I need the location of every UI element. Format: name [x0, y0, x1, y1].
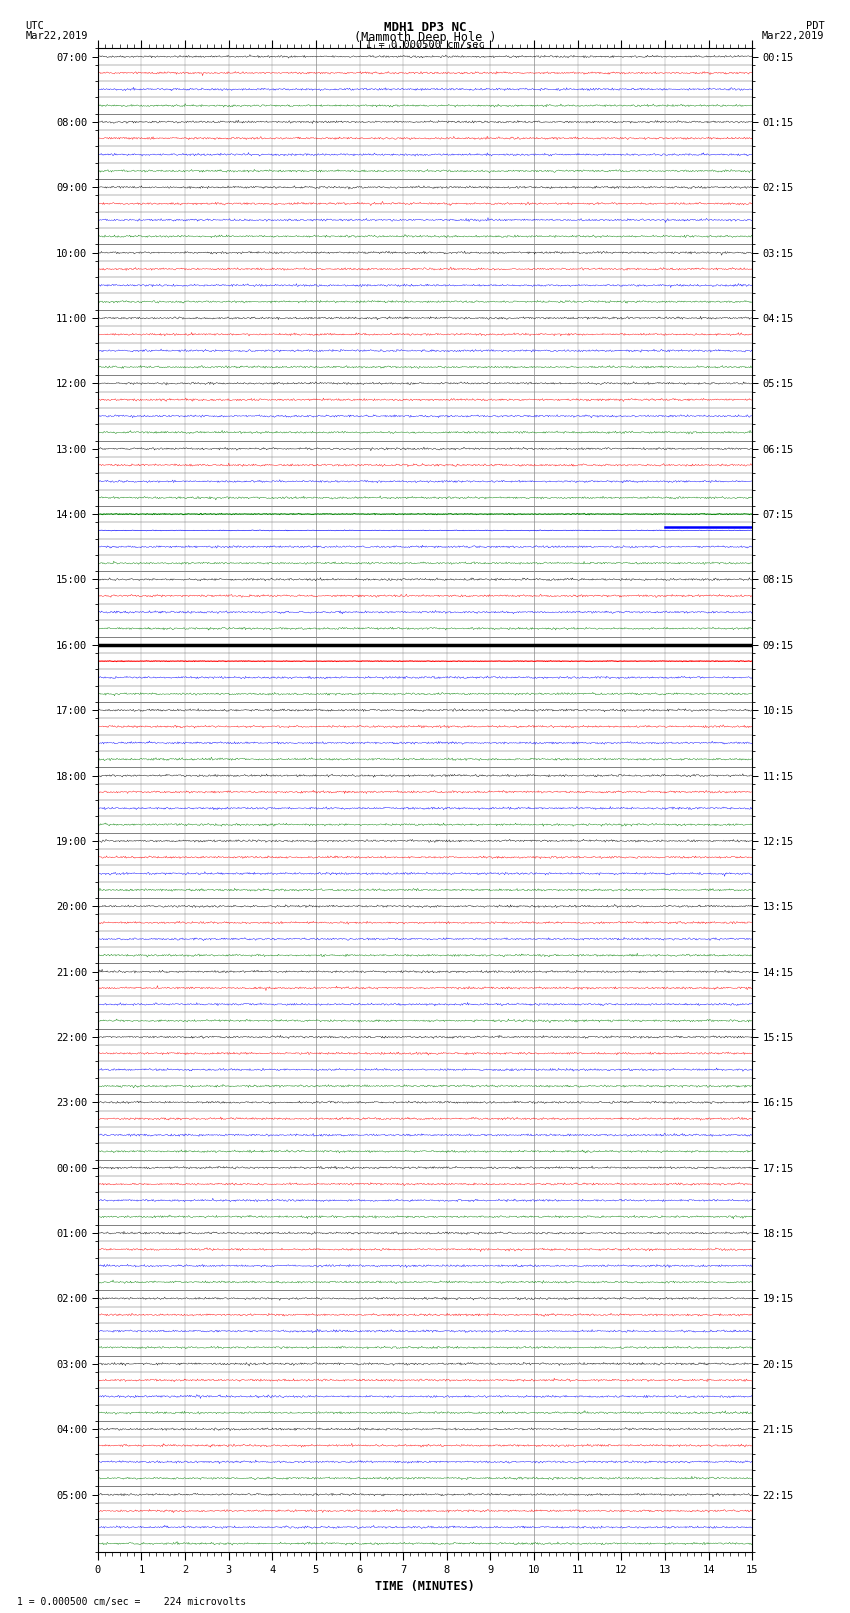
Text: PDT: PDT [806, 21, 824, 31]
Text: 1 = 0.000500 cm/sec =    224 microvolts: 1 = 0.000500 cm/sec = 224 microvolts [17, 1597, 246, 1607]
Text: MDH1 DP3 NC: MDH1 DP3 NC [383, 21, 467, 34]
X-axis label: TIME (MINUTES): TIME (MINUTES) [375, 1581, 475, 1594]
Text: Mar22,2019: Mar22,2019 [26, 31, 88, 40]
Text: I = 0.000500 cm/sec: I = 0.000500 cm/sec [366, 40, 484, 50]
Text: UTC: UTC [26, 21, 44, 31]
Text: Mar22,2019: Mar22,2019 [762, 31, 824, 40]
Text: (Mammoth Deep Hole ): (Mammoth Deep Hole ) [354, 31, 496, 44]
